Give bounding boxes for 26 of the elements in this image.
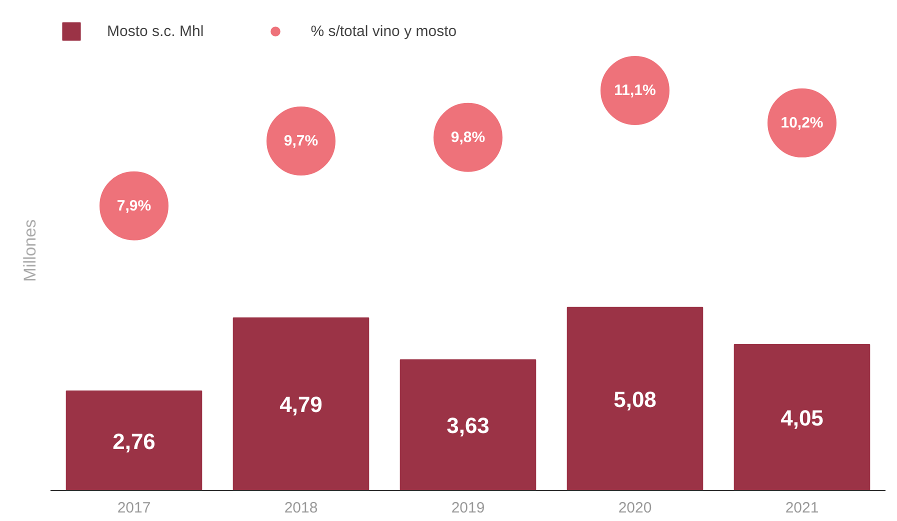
- data-label: 11,1%: [614, 82, 656, 99]
- data-label: 2,76: [112, 428, 156, 454]
- legend-label: % s/total vino y mosto: [310, 22, 457, 40]
- bar: [232, 317, 370, 490]
- data-label: 9,8%: [450, 128, 486, 146]
- data-label: 7,9%: [116, 197, 152, 214]
- point: [434, 102, 502, 172]
- legend-label: Mosto s.c. Mhl: [107, 22, 204, 40]
- data-label: 5,08: [614, 386, 656, 412]
- data-label: 10,2%: [780, 114, 824, 132]
- point: [100, 171, 168, 240]
- point: [266, 106, 336, 176]
- data-label: 3,63: [446, 413, 490, 438]
- bar: [566, 306, 704, 490]
- data-label: 4,79: [280, 392, 322, 418]
- x-tick-label: 2021: [785, 500, 819, 516]
- y-axis-title: Millones: [20, 219, 40, 282]
- x-tick-label: 2019: [451, 500, 485, 516]
- bar: [66, 390, 202, 490]
- x-tick-label: 2020: [618, 500, 652, 516]
- x-tick-label: 2018: [284, 500, 318, 516]
- data-label: 4,05: [780, 406, 824, 431]
- bar: [734, 344, 870, 490]
- data-label: 9,7%: [284, 132, 318, 150]
- x-tick-label: 2017: [117, 500, 151, 516]
- bar: [400, 359, 536, 490]
